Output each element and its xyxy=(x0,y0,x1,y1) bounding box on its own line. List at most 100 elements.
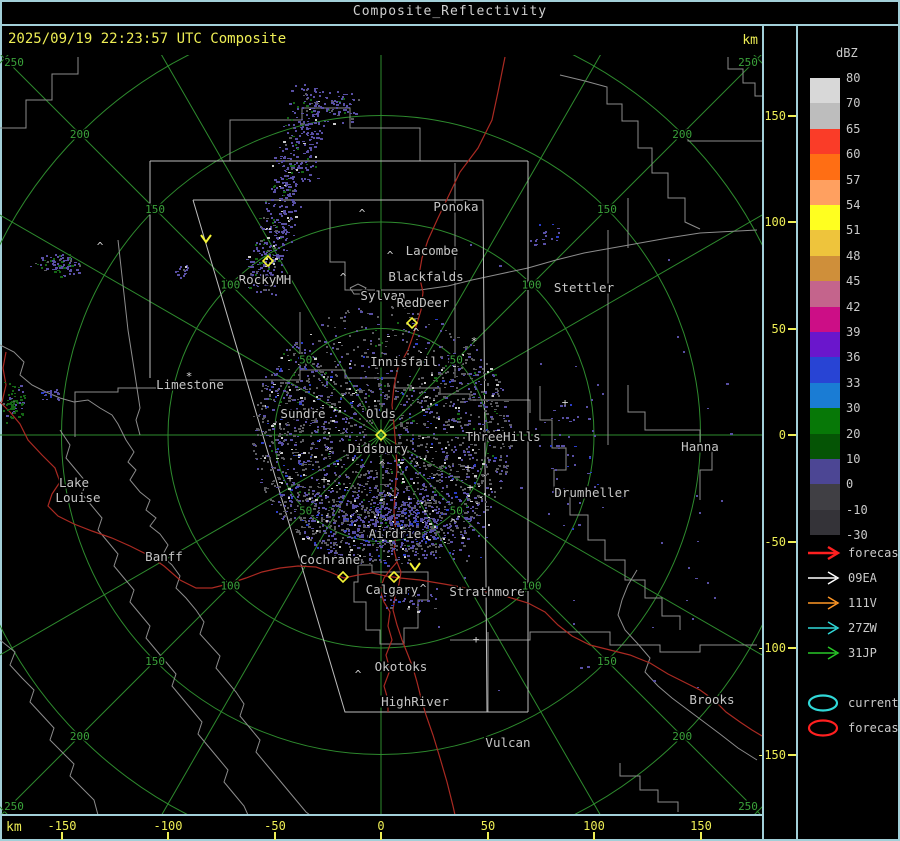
echo-speck xyxy=(386,484,389,485)
echo-speck xyxy=(317,426,319,428)
scale-color-box xyxy=(810,179,840,205)
echo-speck xyxy=(293,411,295,413)
echo-speck xyxy=(252,261,255,263)
echo-speck xyxy=(473,368,475,370)
echo-speck xyxy=(46,268,49,270)
echo-speck xyxy=(326,387,328,388)
echo-speck xyxy=(282,472,284,473)
echo-speck xyxy=(67,268,69,270)
echo-speck xyxy=(439,346,441,348)
echo-speck xyxy=(402,526,405,528)
echo-speck xyxy=(438,626,440,628)
echo-speck xyxy=(400,527,403,528)
echo-speck xyxy=(406,524,408,526)
echo-speck xyxy=(285,144,287,146)
echo-speck xyxy=(408,519,410,521)
echo-speck xyxy=(307,375,309,377)
echo-speck xyxy=(431,461,433,462)
echo-speck xyxy=(453,451,455,453)
echo-speck xyxy=(379,559,381,561)
echo-speck xyxy=(345,375,347,377)
echo-speck xyxy=(300,368,303,370)
echo-speck xyxy=(304,397,306,399)
echo-speck xyxy=(489,483,492,485)
echo-speck xyxy=(293,353,296,354)
echo-speck xyxy=(450,529,452,531)
echo-speck xyxy=(363,444,365,446)
echo-speck xyxy=(290,158,292,160)
echo-speck xyxy=(312,490,315,492)
echo-speck xyxy=(255,430,258,431)
echo-speck xyxy=(316,137,319,139)
echo-speck xyxy=(473,345,475,346)
echo-speck xyxy=(420,533,422,535)
echo-speck xyxy=(40,264,42,266)
echo-speck xyxy=(327,496,329,498)
echo-speck xyxy=(434,377,437,379)
echo-speck xyxy=(403,530,405,532)
echo-speck xyxy=(290,196,292,197)
echo-speck xyxy=(380,499,383,501)
echo-speck xyxy=(338,113,340,115)
echo-speck xyxy=(264,388,266,389)
echo-speck xyxy=(335,542,337,543)
echo-speck xyxy=(357,529,360,531)
echo-speck xyxy=(363,356,365,358)
echo-speck xyxy=(407,490,410,491)
echo-speck xyxy=(413,592,415,594)
echo-speck xyxy=(314,503,316,504)
echo-speck xyxy=(391,314,393,316)
echo-speck xyxy=(278,260,280,262)
echo-speck xyxy=(345,435,348,437)
echo-speck xyxy=(412,442,414,444)
echo-speck xyxy=(291,211,293,213)
echo-speck xyxy=(452,534,454,536)
echo-speck xyxy=(422,497,424,499)
echo-speck xyxy=(483,399,485,401)
echo-speck xyxy=(403,502,406,504)
echo-speck xyxy=(478,449,480,450)
echo-speck xyxy=(462,363,464,365)
echo-speck xyxy=(9,383,11,385)
echo-speck xyxy=(355,440,357,441)
echo-speck xyxy=(354,455,356,457)
echo-speck xyxy=(278,222,281,223)
echo-speck xyxy=(459,513,462,515)
echo-speck xyxy=(317,178,320,179)
echo-speck xyxy=(435,395,438,397)
echo-speck xyxy=(474,512,476,514)
echo-speck xyxy=(465,412,467,414)
echo-speck xyxy=(369,560,371,561)
echo-speck xyxy=(318,466,320,468)
echo-speck xyxy=(423,423,426,425)
echo-speck xyxy=(382,459,384,461)
echo-speck xyxy=(377,373,379,374)
echo-speck xyxy=(69,258,71,260)
echo-speck xyxy=(416,541,418,542)
echo-speck xyxy=(432,528,435,530)
echo-speck xyxy=(423,535,425,537)
echo-speck xyxy=(370,340,372,342)
echo-speck xyxy=(257,250,260,252)
echo-speck xyxy=(377,504,379,505)
echo-speck xyxy=(410,547,412,549)
echo-speck xyxy=(334,404,336,406)
scale-value-label: 80 xyxy=(846,71,861,85)
echo-speck xyxy=(288,476,290,478)
echo-speck xyxy=(296,169,298,171)
echo-speck xyxy=(335,550,337,552)
echo-speck xyxy=(410,485,412,486)
echo-speck xyxy=(383,501,385,502)
echo-speck xyxy=(445,447,447,449)
echo-speck xyxy=(300,425,302,427)
echo-speck xyxy=(438,416,440,418)
echo-speck xyxy=(445,458,448,460)
radial-line xyxy=(380,434,762,656)
echo-speck xyxy=(273,225,276,226)
city-label: Strathmore xyxy=(449,584,524,599)
echo-speck xyxy=(433,464,435,465)
echo-speck xyxy=(536,244,538,245)
echo-speck xyxy=(23,395,26,396)
echo-speck xyxy=(441,529,443,531)
echo-speck xyxy=(329,92,331,94)
